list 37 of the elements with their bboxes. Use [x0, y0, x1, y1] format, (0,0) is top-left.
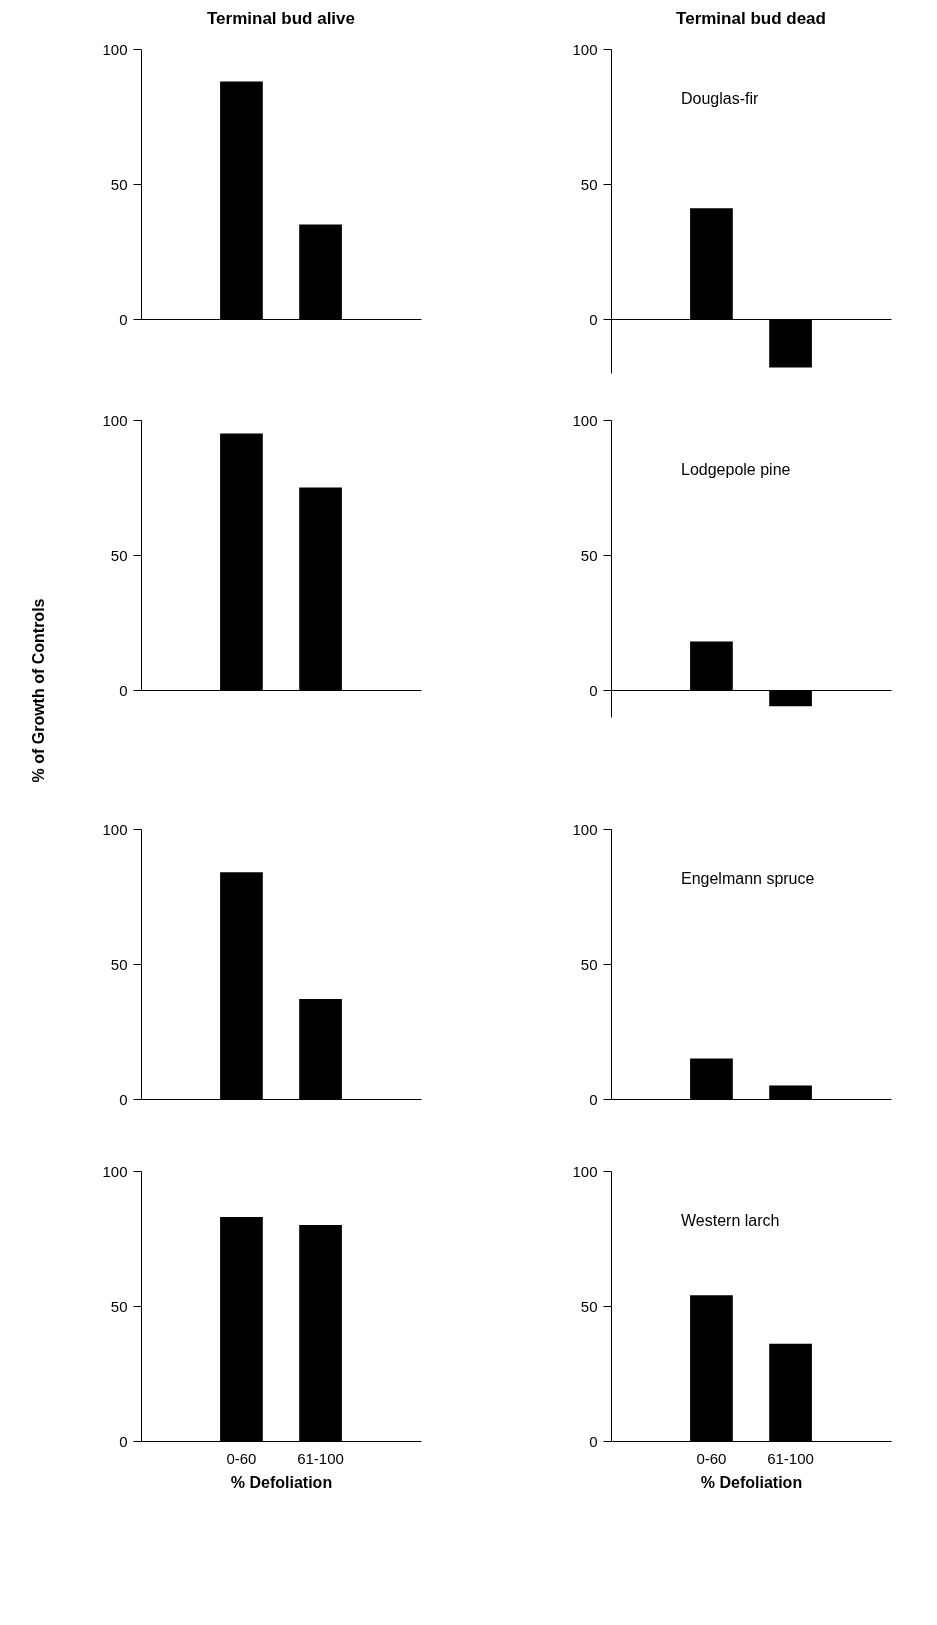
y-tick-label: 0 — [119, 1432, 128, 1450]
y-tick-label: 0 — [119, 310, 128, 328]
y-tick-label: 100 — [572, 820, 598, 838]
y-tick-label: 0 — [589, 1090, 598, 1108]
y-tick-label: 100 — [102, 40, 128, 58]
y-tick-label: 50 — [580, 1297, 598, 1315]
y-tick-label: 100 — [102, 820, 128, 838]
y-tick-label: 50 — [580, 546, 598, 564]
x-axis-title: % Defoliation — [230, 1473, 333, 1491]
x-tick-label: 61-100 — [297, 1449, 344, 1467]
y-tick-label: 0 — [589, 681, 598, 699]
y-tick-label: 100 — [102, 1162, 128, 1180]
y-tick-label: 50 — [110, 955, 128, 973]
y-tick-label: 100 — [572, 1162, 598, 1180]
y-axis-title: % of Growth of Controls — [30, 598, 48, 783]
chart-title: Terminal bud dead — [676, 9, 826, 28]
x-axis-title: % Defoliation — [700, 1473, 803, 1491]
y-tick-label: 0 — [589, 310, 598, 328]
chart-title: Terminal bud alive — [206, 9, 356, 28]
annotation: Douglas-fir — [681, 90, 760, 107]
annotation: Western larch — [681, 1212, 780, 1229]
y-tick-label: 50 — [580, 955, 598, 973]
x-tick-label: 0-60 — [696, 1449, 727, 1467]
y-tick-label: 50 — [110, 1297, 128, 1315]
x-tick-label: 0-60 — [226, 1449, 257, 1467]
x-tick-label: 61-100 — [767, 1449, 814, 1467]
y-tick-label: 0 — [119, 681, 128, 699]
annotation: Lodgepole pine — [681, 461, 791, 478]
y-tick-label: 50 — [580, 175, 598, 193]
y-tick-label: 100 — [572, 40, 598, 58]
annotation: Engelmann spruce — [681, 870, 815, 887]
y-tick-label: 0 — [119, 1090, 128, 1108]
y-tick-label: 100 — [102, 411, 128, 429]
y-tick-label: 50 — [110, 175, 128, 193]
y-tick-label: 50 — [110, 546, 128, 564]
y-tick-label: 100 — [572, 411, 598, 429]
y-tick-label: 0 — [589, 1432, 598, 1450]
